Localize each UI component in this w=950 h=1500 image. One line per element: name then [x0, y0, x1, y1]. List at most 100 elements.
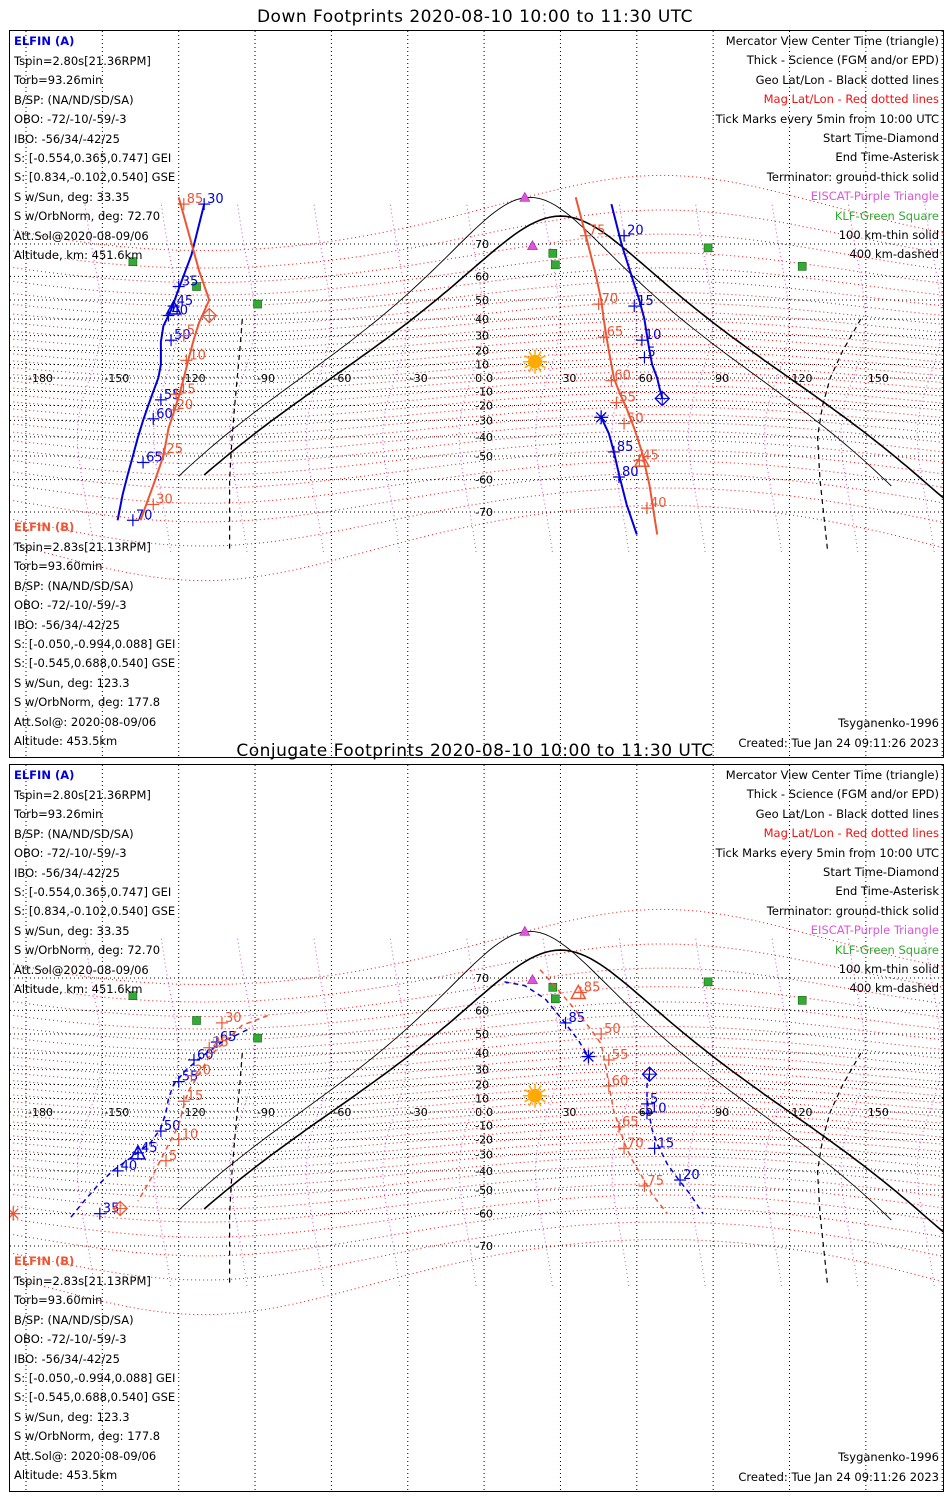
mag-meridian-line	[535, 938, 561, 1286]
elfin-b-info-line: Tspin=2.83s[21.13RPM]	[14, 1274, 151, 1288]
y-tick-label: 10	[475, 1092, 489, 1105]
track-tick-label: 10	[650, 1101, 667, 1116]
mag-parallel-line	[13, 174, 943, 252]
elfin-a-info-line: Altitude, km: 451.6km	[14, 248, 143, 262]
eiscat-triangle-icon	[519, 925, 531, 936]
elfin-b-info-line: Altitude: 453.5km	[14, 734, 118, 748]
mag-parallel-line	[13, 430, 943, 465]
mag-meridian-line	[764, 938, 790, 1286]
track-tick-label: 10	[645, 328, 662, 343]
mag-meridian-line	[611, 204, 637, 552]
map-plot: -180-150-120-90-60-300306090120150180-70…	[10, 765, 943, 1491]
x-tick-label: -180	[28, 372, 53, 385]
elfin-a-info-line: S w/Sun, deg: 33.35	[14, 189, 130, 204]
elfin-b-info-line: S: [-0.050,-0.994,0.088] GEI	[14, 1371, 176, 1385]
track-tick-label: 70	[627, 1136, 644, 1151]
legend-line: End Time-Asterisk	[835, 150, 939, 165]
terminator-100km-line	[178, 196, 892, 487]
terminator	[178, 930, 943, 1286]
x-tick-label: -120	[181, 372, 206, 385]
legend-line: EISCAT-Purple Triangle	[810, 923, 939, 938]
mag-parallel-line	[13, 1164, 943, 1199]
elfin-a-info-line: S w/OrbNorm, deg: 72.70	[14, 209, 161, 224]
sun-icon	[523, 1083, 547, 1108]
x-tick-label: 0	[486, 372, 493, 385]
track-tick-label: 50	[164, 1119, 181, 1134]
sun-icon	[523, 349, 547, 374]
elfin-a-info-line: Torb=93.26min	[14, 73, 103, 88]
mag-parallel-line	[13, 1173, 943, 1210]
elfin-b-info-line: Att.Sol@: 2020-08-09/06	[14, 714, 157, 729]
sun-ray	[528, 367, 533, 373]
terminator-400km-line	[229, 1053, 243, 1286]
legend-line: Start Time-Diamond	[823, 865, 939, 879]
terminator-400km-line	[229, 319, 243, 552]
mag-meridian-line	[77, 204, 103, 552]
klf-square-icon	[797, 996, 807, 1005]
track-line	[574, 197, 659, 535]
elfin-b-info-line: S: [-0.050,-0.994,0.088] GEI	[14, 637, 176, 651]
sun-ray	[528, 1101, 533, 1107]
x-tick-label: -150	[104, 1106, 129, 1119]
track-tick-label: 15	[187, 1089, 204, 1104]
elfin-a-info-line: OBO: -72/-10/-59/-3	[14, 112, 127, 127]
x-tick-label: -30	[410, 372, 428, 385]
y-tick-label: -60	[475, 474, 493, 487]
panel-title-conjugate: Conjugate Footprints 2020-08-10 10:00 to…	[236, 741, 714, 761]
sun-ray	[524, 364, 530, 369]
y-tick-label: 0	[475, 372, 482, 385]
legend-line: Tick Marks every 5min from 10:00 UTC	[715, 111, 939, 126]
klf-square-icon	[551, 994, 560, 1004]
terminator	[178, 196, 943, 552]
mag-parallel-line	[13, 267, 943, 307]
legend-line: Geo Lat/Lon - Black dotted lines	[755, 72, 939, 87]
track-tick-label: 10	[189, 348, 206, 363]
elfin-b-info-line: Torb=93.60min	[14, 559, 103, 574]
panel-title-down: Down Footprints 2020-08-10 10:00 to 11:3…	[256, 7, 694, 27]
view-center-triangle-icon	[165, 299, 182, 315]
sun-ray	[537, 1101, 542, 1107]
x-tick-label: -180	[28, 1106, 53, 1119]
track-line	[504, 981, 590, 1057]
mag-meridian-line	[687, 938, 714, 1286]
mag-meridian-line	[458, 938, 484, 1286]
track-tick-label: 40	[650, 496, 667, 511]
track-tick-label: 10	[182, 1128, 199, 1143]
track-tick-label: 85	[617, 440, 634, 455]
track-line	[600, 416, 638, 535]
track-tick-label: 65	[607, 325, 624, 340]
x-tick-label: 120	[792, 372, 813, 385]
end-asterisk-icon	[595, 411, 607, 423]
elfin-a-info-line: OBO: -72/-10/-59/-3	[14, 846, 127, 861]
klf-square-icon	[703, 243, 713, 253]
klf-square-icon	[192, 282, 201, 291]
geo-grid	[10, 765, 943, 1491]
y-tick-label: -40	[475, 431, 493, 444]
elfin-b-header: ELFIN (B)	[14, 1254, 75, 1268]
elfin-a-info-line: Tspin=2.80s[21.36RPM]	[14, 54, 151, 68]
klf-square-icon	[128, 257, 138, 267]
legend-line: 100 km-thin solid	[838, 228, 939, 242]
track-tick-label: 25	[166, 442, 183, 457]
elfin-a-info-line: B/SP: (NA/ND/SD/SA)	[14, 92, 134, 107]
elfin-b-info-line: IBO: -56/34/-42/25	[14, 1351, 120, 1366]
x-tick-label: 30	[562, 372, 576, 385]
elfin-a-info-line: Att.Sol@2020-08-09/06	[14, 228, 149, 243]
track-tick-label: 65	[622, 1115, 639, 1130]
y-tick-label: 10	[475, 358, 489, 371]
mag-parallel-line	[13, 1025, 943, 1060]
terminator-400km-line	[816, 1052, 862, 1286]
klf-square-icon	[192, 1016, 201, 1025]
mag-parallel-line	[13, 439, 943, 476]
y-tick-label: 60	[475, 270, 489, 283]
sun-ray	[537, 350, 542, 357]
y-tick-label: -10	[475, 386, 493, 399]
track-tick-label: 15	[637, 294, 654, 309]
track-tick-label: 60	[612, 1074, 629, 1089]
elfin-b-header: ELFIN (B)	[14, 520, 75, 534]
track-tick-label: 40	[121, 1159, 138, 1174]
mag-parallel-line	[13, 1238, 943, 1316]
legend-line: Terminator: ground-thick solid	[766, 903, 939, 918]
y-tick-label: -60	[475, 1208, 493, 1221]
track-tick-label: 5	[169, 1149, 177, 1164]
